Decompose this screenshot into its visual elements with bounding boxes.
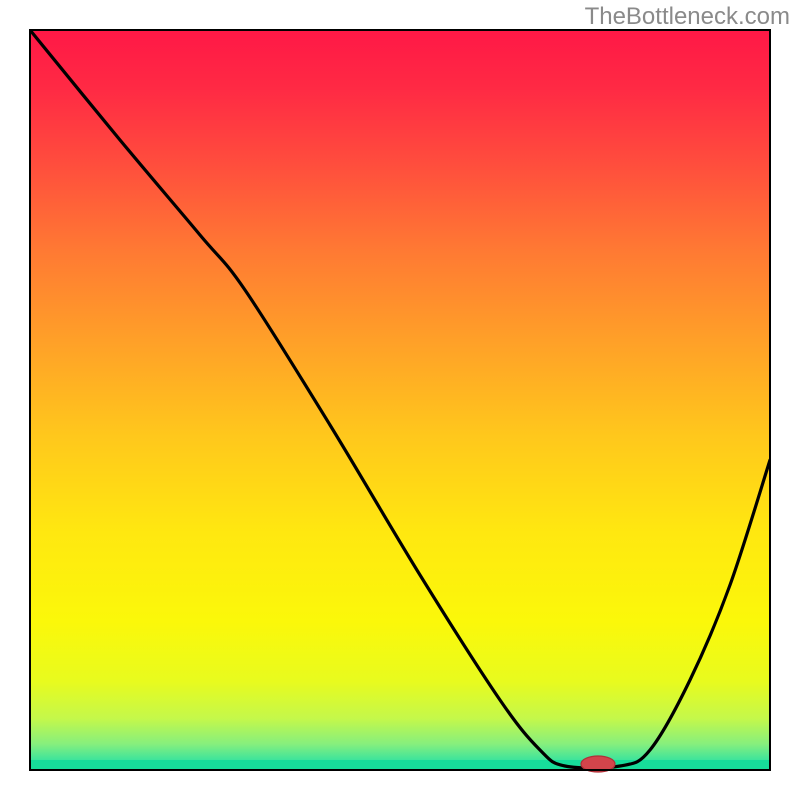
- watermark-text: TheBottleneck.com: [585, 3, 790, 30]
- chart-container: TheBottleneck.com: [0, 0, 800, 800]
- plot-background: [30, 30, 770, 770]
- chart-svg: TheBottleneck.com: [0, 0, 800, 800]
- bottom-green-band: [30, 760, 770, 770]
